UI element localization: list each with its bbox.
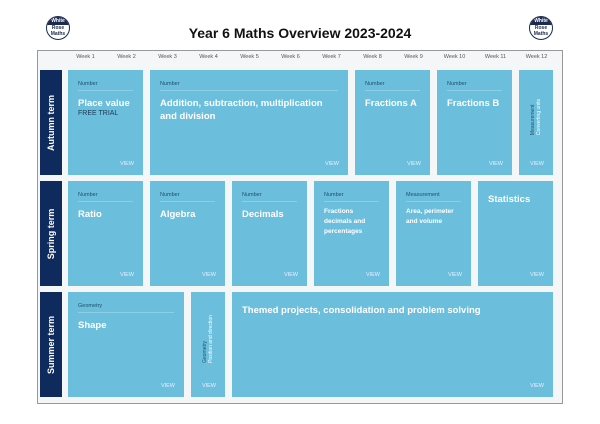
unit-vertical-label: Geometry Position and direction bbox=[202, 315, 214, 363]
view-link[interactable]: VIEW bbox=[488, 161, 503, 167]
week-header: Week 7 bbox=[322, 54, 341, 60]
week-header: Week 1 bbox=[76, 54, 95, 60]
view-link[interactable]: VIEW bbox=[119, 272, 134, 278]
unit-vertical-label: Measurement Converting units bbox=[530, 99, 542, 135]
week-header: Week 12 bbox=[525, 54, 548, 60]
unit-strand: Number bbox=[160, 192, 215, 202]
unit-name: Addition, subtraction, multiplication an… bbox=[160, 98, 323, 122]
term-label-text: Spring term bbox=[46, 208, 56, 259]
unit-name: Ratio bbox=[78, 209, 102, 220]
unit-name: Themed projects, consolidation and probl… bbox=[242, 305, 481, 316]
unit-name: Fractions B bbox=[447, 98, 500, 109]
unit-card[interactable]: Number Ratio VIEW bbox=[68, 181, 143, 286]
page-title: Year 6 Maths Overview 2023-2024 bbox=[188, 25, 412, 41]
week-header: Week 3 bbox=[158, 54, 177, 60]
week-header: Week 2 bbox=[117, 54, 136, 60]
week-header: Week 10 bbox=[443, 54, 466, 60]
unit-strand: Number bbox=[447, 81, 502, 91]
unit-name: Converting units bbox=[536, 99, 542, 136]
week-header: Week 6 bbox=[281, 54, 300, 60]
unit-name: Place value bbox=[78, 98, 130, 109]
view-link[interactable]: VIEW bbox=[160, 383, 175, 389]
unit-card[interactable]: Number Fractions B VIEW bbox=[437, 70, 512, 175]
white-rose-logo-right: White Rose Maths bbox=[529, 16, 553, 40]
white-rose-logo-left: White Rose Maths bbox=[46, 16, 70, 40]
unit-card[interactable]: Number Place value FREE TRIAL VIEW bbox=[68, 70, 143, 175]
term-label-text: Summer term bbox=[46, 315, 56, 374]
view-link[interactable]: VIEW bbox=[201, 383, 216, 389]
unit-name: Decimals bbox=[242, 209, 284, 220]
term-label: Autumn term bbox=[40, 70, 62, 175]
term-label-text: Autumn term bbox=[46, 94, 56, 151]
view-link[interactable]: VIEW bbox=[529, 161, 544, 167]
view-link[interactable]: VIEW bbox=[119, 161, 134, 167]
unit-strand: Number bbox=[78, 192, 133, 202]
view-link[interactable]: VIEW bbox=[201, 272, 216, 278]
unit-name: Algebra bbox=[160, 209, 196, 220]
unit-strand: Number bbox=[160, 81, 338, 91]
unit-strand: Number bbox=[78, 81, 133, 91]
view-link[interactable]: VIEW bbox=[365, 272, 380, 278]
unit-card[interactable]: Geometry Position and direction VIEW bbox=[191, 292, 225, 397]
unit-strand: Number bbox=[324, 192, 379, 202]
view-link[interactable]: VIEW bbox=[529, 272, 544, 278]
week-header: Week 8 bbox=[363, 54, 382, 60]
view-link[interactable]: VIEW bbox=[447, 272, 462, 278]
term-label: Spring term bbox=[40, 181, 62, 286]
unit-strand: Number bbox=[365, 81, 420, 91]
unit-card[interactable]: Number Fractions A VIEW bbox=[355, 70, 430, 175]
unit-name: Statistics bbox=[488, 194, 531, 205]
week-header: Week 9 bbox=[404, 54, 423, 60]
unit-card[interactable]: Geometry Shape VIEW bbox=[68, 292, 184, 397]
unit-card[interactable]: Themed projects, consolidation and probl… bbox=[232, 292, 553, 397]
unit-card[interactable]: Number Fractions decimals and percentages… bbox=[314, 181, 389, 286]
unit-name: Position and direction bbox=[208, 315, 214, 364]
free-trial-label: FREE TRIAL bbox=[78, 110, 119, 117]
term-label: Summer term bbox=[40, 292, 62, 397]
unit-strand: Measurement bbox=[406, 192, 461, 202]
unit-name: Fractions decimals and percentages bbox=[324, 208, 366, 235]
week-header: Week 4 bbox=[199, 54, 218, 60]
view-link[interactable]: VIEW bbox=[406, 161, 421, 167]
unit-card[interactable]: Number Algebra VIEW bbox=[150, 181, 225, 286]
week-header: Week 5 bbox=[240, 54, 259, 60]
unit-name: Fractions A bbox=[365, 98, 417, 109]
view-link[interactable]: VIEW bbox=[324, 161, 339, 167]
view-link[interactable]: VIEW bbox=[283, 272, 298, 278]
unit-strand: Geometry bbox=[78, 303, 174, 313]
view-link[interactable]: VIEW bbox=[529, 383, 544, 389]
unit-strand: Number bbox=[242, 192, 297, 202]
unit-card[interactable]: Number Decimals VIEW bbox=[232, 181, 307, 286]
unit-name: Area, perimeter and volume bbox=[406, 208, 454, 225]
unit-card[interactable]: Measurement Converting units VIEW bbox=[519, 70, 553, 175]
unit-card[interactable]: Statistics VIEW bbox=[478, 181, 553, 286]
unit-name: Shape bbox=[78, 320, 107, 331]
unit-card[interactable]: Measurement Area, perimeter and volume VIE… bbox=[396, 181, 471, 286]
unit-card[interactable]: Number Addition, subtraction, multiplicat… bbox=[150, 70, 348, 175]
week-header: Week 11 bbox=[484, 54, 507, 60]
